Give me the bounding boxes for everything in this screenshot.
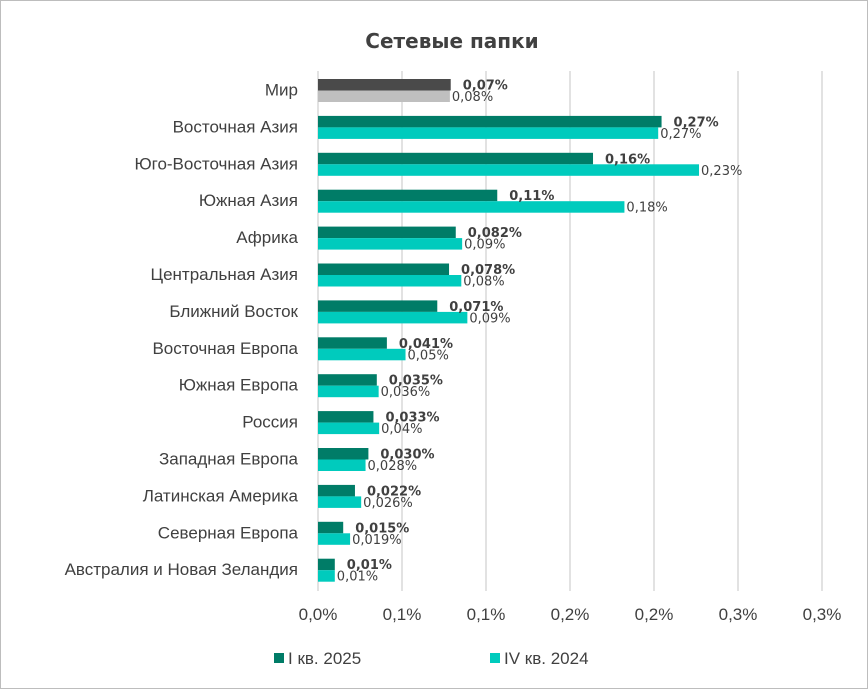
- bar-q1-2025: [318, 115, 662, 128]
- bar-q1-2025: [318, 374, 377, 386]
- legend-label: I кв. 2025: [288, 649, 361, 668]
- data-label: 0,033%: [385, 411, 439, 426]
- data-label: 0,11%: [509, 189, 554, 204]
- bar-q1-2025: [318, 448, 369, 460]
- bar-q1-2025: [318, 79, 451, 91]
- data-label: 0,082%: [468, 226, 522, 241]
- x-tick-label: 0,0%: [299, 605, 338, 624]
- chart-title: Сетевые папки: [365, 29, 538, 53]
- data-label: 0,071%: [449, 300, 503, 315]
- legend-swatch: [490, 653, 500, 663]
- data-label: 0,015%: [355, 521, 409, 536]
- x-axis-ticks: 0,0% 0,1% 0,1% 0,2% 0,2% 0,3% 0,3%: [299, 605, 842, 624]
- data-label: 0,07%: [463, 79, 508, 94]
- bar-q4-2024: [318, 90, 450, 102]
- category-labels: Мир Восточная Азия Юго-Восточная Азия Южная…: [65, 81, 299, 580]
- data-label: 0,27%: [674, 115, 719, 130]
- data-labels: 0,07%0,08%0,27%0,27%0,16%0,23%0,11%0,18%…: [337, 79, 743, 585]
- data-label: 0,27%: [660, 127, 701, 142]
- bar-q4-2024: [318, 238, 463, 250]
- bar-q4-2024: [318, 164, 700, 176]
- category-label: Центральная Азия: [151, 265, 299, 284]
- data-label: 0,18%: [626, 201, 667, 216]
- bar-q4-2024: [318, 422, 380, 435]
- data-label: 0,035%: [389, 374, 443, 389]
- category-label: Южная Азия: [199, 191, 298, 210]
- data-label: 0,022%: [367, 484, 421, 499]
- x-tick-label: 0,2%: [551, 605, 590, 624]
- category-label: Африка: [236, 228, 298, 247]
- category-label: Северная Европа: [158, 523, 299, 542]
- category-label: Австралия и Новая Зеландия: [65, 560, 298, 579]
- bar-q1-2025: [318, 558, 335, 571]
- bar-q1-2025: [318, 484, 355, 497]
- bar-q1-2025: [318, 521, 344, 534]
- data-label: 0,041%: [399, 337, 453, 352]
- legend-swatch: [274, 653, 284, 663]
- data-label: 0,078%: [461, 263, 515, 278]
- category-label: Ближний Восток: [169, 302, 298, 321]
- bar-q4-2024: [318, 496, 362, 508]
- data-label: 0,030%: [380, 448, 434, 463]
- category-label: Россия: [242, 413, 298, 432]
- bar-q1-2025: [318, 226, 456, 239]
- legend: I кв. 2025 IV кв. 2024: [274, 649, 589, 668]
- bar-q1-2025: [318, 300, 438, 312]
- data-label: 0,16%: [605, 152, 650, 167]
- category-label: Латинская Америка: [143, 486, 299, 505]
- bar-q1-2025: [318, 337, 387, 349]
- x-tick-label: 0,3%: [803, 605, 842, 624]
- legend-label: IV кв. 2024: [504, 649, 589, 668]
- data-label: 0,05%: [408, 348, 449, 363]
- bar-q4-2024: [318, 348, 406, 361]
- bar-q4-2024: [318, 533, 351, 545]
- data-label: 0,028%: [368, 459, 418, 474]
- category-label: Южная Европа: [179, 376, 299, 395]
- category-label: Мир: [265, 81, 298, 100]
- bar-q1-2025: [318, 263, 450, 275]
- category-label: Юго-Восточная Азия: [134, 154, 298, 173]
- grid-lines: [317, 71, 823, 591]
- bar-q4-2024: [318, 311, 468, 324]
- category-label: Западная Европа: [159, 450, 299, 469]
- category-label: Восточная Европа: [152, 339, 298, 358]
- bar-q4-2024: [318, 275, 462, 287]
- data-label: 0,01%: [347, 558, 392, 573]
- data-label: 0,09%: [464, 238, 505, 253]
- x-tick-label: 0,1%: [467, 605, 506, 624]
- bar-q4-2024: [318, 201, 625, 213]
- bar-q4-2024: [318, 459, 366, 471]
- bar-q1-2025: [318, 152, 594, 165]
- data-label: 0,08%: [452, 90, 493, 105]
- data-label: 0,04%: [381, 422, 422, 437]
- data-label: 0,23%: [701, 164, 742, 179]
- data-label: 0,036%: [381, 385, 431, 400]
- bar-q4-2024: [318, 570, 335, 582]
- bar-q1-2025: [318, 411, 374, 423]
- bar-q1-2025: [318, 189, 498, 202]
- bars: [318, 79, 700, 582]
- data-label: 0,026%: [363, 496, 413, 511]
- data-label: 0,019%: [352, 533, 402, 548]
- data-label: 0,09%: [469, 311, 510, 326]
- data-label: 0,08%: [463, 275, 504, 290]
- x-tick-label: 0,2%: [635, 605, 674, 624]
- data-label: 0,01%: [337, 570, 378, 585]
- bar-q4-2024: [318, 127, 659, 139]
- x-tick-label: 0,1%: [383, 605, 422, 624]
- category-label: Восточная Азия: [173, 117, 298, 136]
- bar-q4-2024: [318, 385, 379, 398]
- x-tick-label: 0,3%: [719, 605, 758, 624]
